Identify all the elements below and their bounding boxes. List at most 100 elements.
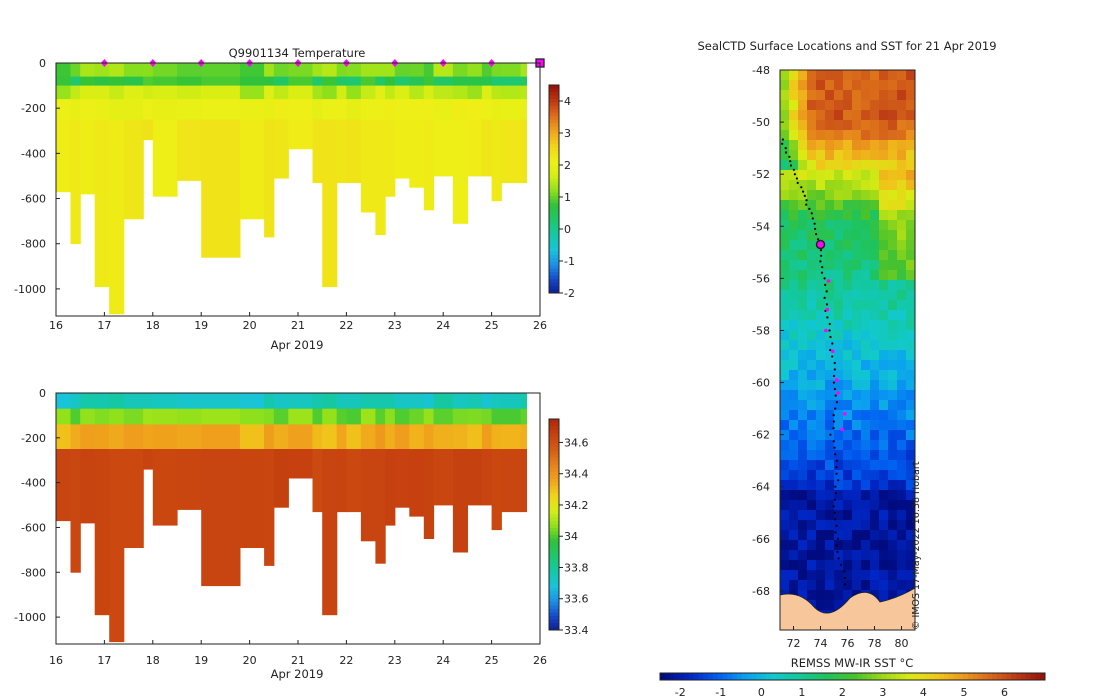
section-cell <box>433 76 454 86</box>
sst-cell <box>807 480 817 491</box>
section-cell <box>70 85 81 100</box>
sst-cell <box>816 500 826 511</box>
sst-cell <box>825 590 835 601</box>
sst-cell <box>807 500 817 511</box>
sst-colorbar-swatch <box>992 673 998 680</box>
sst-cell <box>843 580 853 591</box>
sst-cell <box>870 150 880 161</box>
sst-cell <box>897 330 907 341</box>
sst-cell <box>780 520 790 531</box>
sst-cell <box>825 470 835 481</box>
sst-cell <box>834 250 844 261</box>
sst-colorbar-swatch <box>814 673 820 680</box>
section-cell <box>109 424 125 450</box>
section-cell <box>336 424 347 450</box>
colorbar-swatch <box>549 241 559 245</box>
colorbar-swatch <box>549 570 559 575</box>
sst-colorbar-swatch <box>684 673 690 680</box>
sst-cell <box>843 380 853 391</box>
sst-colorbar-swatch <box>866 673 873 680</box>
sst-cell <box>906 500 915 511</box>
sst-cell <box>897 140 907 151</box>
section-cell <box>346 408 362 425</box>
section-cell <box>312 99 323 120</box>
section-cell <box>56 99 72 120</box>
sst-cell <box>816 220 826 231</box>
sst-cell <box>888 110 898 121</box>
sst-colorbar-swatch <box>929 673 935 680</box>
colorbar-swatch <box>549 545 559 550</box>
sst-cell <box>906 400 915 411</box>
sst-cell <box>888 560 898 571</box>
sst-cell <box>843 410 853 421</box>
sst-cell <box>825 230 835 241</box>
sst-cell <box>870 230 880 241</box>
sst-cell <box>789 520 799 531</box>
sst-cell <box>906 170 915 181</box>
sst-cell <box>906 270 915 281</box>
section-cell <box>452 99 468 120</box>
sst-cell <box>897 430 907 441</box>
track-point <box>802 190 805 193</box>
section-cell <box>177 85 202 100</box>
colorbar-tick-label: -2 <box>564 287 575 300</box>
section-cell <box>346 63 362 77</box>
sst-cell <box>816 590 826 601</box>
sst-cell <box>789 70 799 81</box>
sst-cell <box>789 390 799 401</box>
colorbar-swatch <box>549 454 559 459</box>
sst-cell <box>780 210 790 221</box>
sst-cell <box>897 190 907 201</box>
sst-cell <box>789 560 799 571</box>
section-cell <box>109 408 125 425</box>
sst-cell <box>807 180 817 191</box>
sst-cell <box>906 420 915 431</box>
sst-cell <box>861 100 871 111</box>
colorbar-swatch <box>549 258 559 263</box>
sst-cell <box>861 560 871 571</box>
sst-cell <box>780 500 790 511</box>
section-cell <box>385 119 396 197</box>
section-cell <box>80 408 96 425</box>
sst-cell <box>780 400 790 411</box>
section-cell <box>452 119 468 224</box>
section-cell <box>520 449 527 513</box>
sst-cell <box>825 270 835 281</box>
profile-location <box>836 391 840 395</box>
sst-cell <box>789 580 799 591</box>
sst-colorbar-swatch <box>862 673 868 680</box>
sst-cell <box>780 160 790 171</box>
sst-cell <box>897 470 907 481</box>
colorbar-swatch <box>549 98 559 103</box>
sst-cell <box>798 250 808 261</box>
sst-cell <box>816 230 826 241</box>
colorbar-swatch <box>549 168 559 173</box>
sst-cell <box>852 120 862 131</box>
sst-cell <box>861 190 871 201</box>
sst-colorbar-swatch <box>838 673 844 680</box>
sst-cell <box>843 110 853 121</box>
sst-cell <box>834 90 844 101</box>
track-point <box>835 524 838 527</box>
sst-cell <box>807 570 817 581</box>
section-cell <box>201 393 241 410</box>
sst-cell <box>906 90 915 101</box>
sst-cell <box>897 200 907 211</box>
sst-cell <box>879 510 889 521</box>
sst-cell <box>861 160 871 171</box>
sst-cell <box>861 300 871 311</box>
colorbar-swatch <box>549 436 559 441</box>
sst-cell <box>780 230 790 241</box>
sst-colorbar-swatch <box>1040 673 1046 680</box>
sst-cell <box>852 100 862 111</box>
section-cell <box>273 99 289 120</box>
track-point <box>832 427 835 430</box>
sst-cell <box>780 440 790 451</box>
sst-colorbar-swatch <box>900 673 906 680</box>
section-cell <box>322 393 338 410</box>
section-cell <box>394 424 410 450</box>
sst-cell <box>798 240 808 251</box>
sst-colorbar-swatch <box>818 673 825 680</box>
sst-cell <box>879 560 889 571</box>
colorbar-swatch <box>549 133 559 138</box>
